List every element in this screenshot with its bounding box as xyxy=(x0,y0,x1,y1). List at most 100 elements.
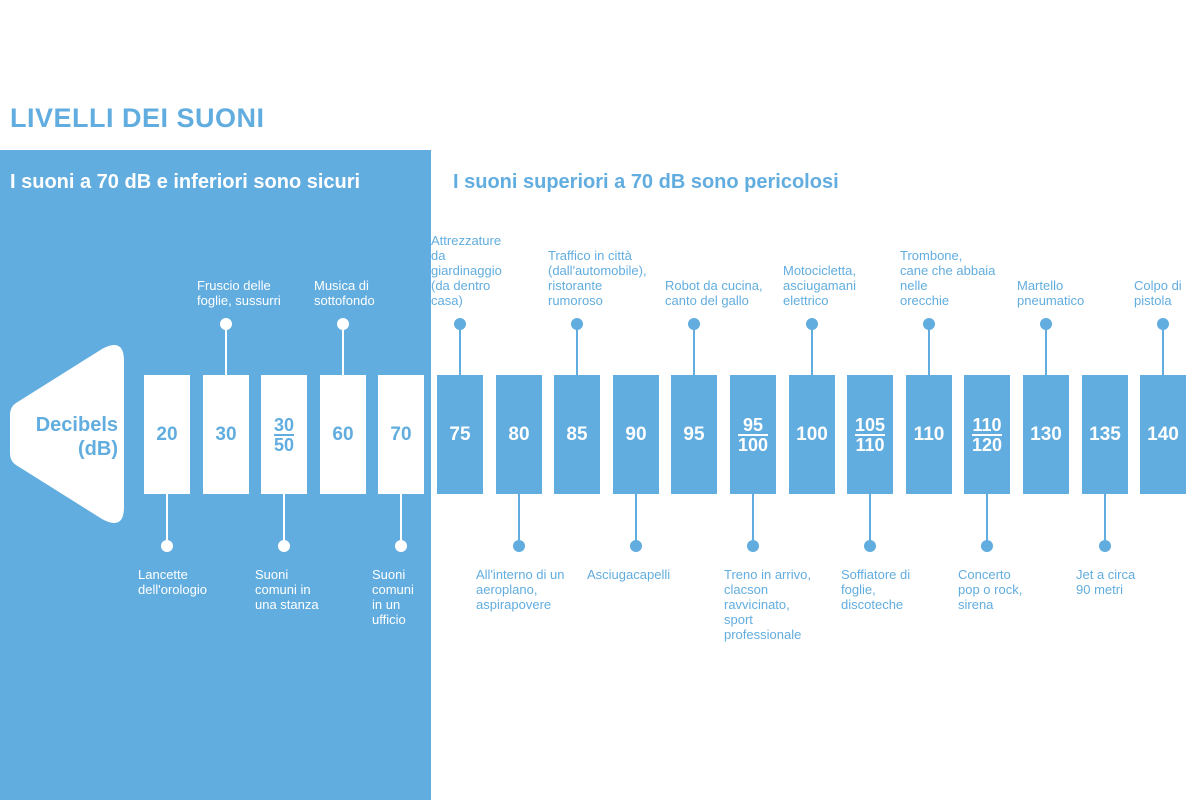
description-line: foglie, xyxy=(841,582,876,597)
level-value-upper: 120 xyxy=(971,433,1003,455)
level-box-3: 30 50 xyxy=(261,375,307,494)
level-box-7: 80 xyxy=(496,375,542,494)
description-line: Treno in arrivo, xyxy=(724,567,811,582)
level-description: All'interno di un aeroplano, aspirapovere xyxy=(476,567,596,612)
connector-dot xyxy=(395,540,407,552)
level-description: Concerto pop o rock, sirena xyxy=(958,567,1038,612)
description-line: elettrico xyxy=(783,293,829,308)
description-line: pistola xyxy=(1134,293,1172,308)
connector-dot xyxy=(1040,318,1052,330)
level-box-5: 70 xyxy=(378,375,424,494)
level-value: 100 xyxy=(796,423,828,445)
connector-dot xyxy=(161,540,173,552)
level-value: 85 xyxy=(566,423,588,445)
description-line: comuni in xyxy=(255,582,311,597)
connector-dot xyxy=(1157,318,1169,330)
level-description: Lancette dell'orologio xyxy=(138,567,228,597)
description-line: pneumatico xyxy=(1017,293,1085,308)
description-line: All'interno di un xyxy=(476,567,565,582)
description-line: 90 metri xyxy=(1076,582,1123,597)
connector-dot xyxy=(278,540,290,552)
level-value: 90 xyxy=(625,423,647,445)
connector-dot xyxy=(864,540,876,552)
level-box-9: 90 xyxy=(613,375,659,494)
level-value-upper: 110 xyxy=(855,433,885,455)
axis-label: Decibels (dB) xyxy=(18,413,118,461)
level-description: Trombone, cane che abbaia nelle orecchie xyxy=(900,248,1015,308)
connector-line xyxy=(693,324,695,375)
description-line: nelle xyxy=(900,278,928,293)
connector-line xyxy=(342,324,344,375)
axis-label-line1: Decibels xyxy=(35,414,118,436)
description-line: Robot da cucina, xyxy=(665,278,763,293)
description-line: aeroplano, xyxy=(476,582,538,597)
level-box-10: 95 xyxy=(671,375,717,494)
level-box-6: 75 xyxy=(437,375,483,494)
level-value: 80 xyxy=(508,423,530,445)
level-description: Musica di sottofondo xyxy=(314,278,399,308)
connector-dot xyxy=(630,540,642,552)
description-line: (da dentro xyxy=(431,278,491,293)
description-line: Motocicletta, xyxy=(783,263,856,278)
level-value: 60 xyxy=(332,423,354,445)
level-description: Jet a circa 90 metri xyxy=(1076,567,1156,597)
connector-line xyxy=(283,494,285,546)
axis-label-line2: (dB) xyxy=(78,438,118,460)
description-line: ravvicinato, xyxy=(724,597,790,612)
level-description: Attrezzature da giardinaggio (da dentro casa… xyxy=(431,233,521,308)
connector-line xyxy=(811,324,813,375)
connector-dot xyxy=(688,318,700,330)
description-line: sirena xyxy=(958,597,994,612)
connector-dot xyxy=(337,318,349,330)
level-box-12: 100 xyxy=(789,375,835,494)
description-line: in un xyxy=(372,597,401,612)
level-description: Suoni comuni in un ufficio xyxy=(372,567,432,627)
connector-line xyxy=(635,494,637,546)
connector-dot xyxy=(747,540,759,552)
description-line: Martello xyxy=(1017,278,1064,293)
description-line: aspirapovere xyxy=(476,597,552,612)
connector-dot xyxy=(806,318,818,330)
level-description: Asciugacapelli xyxy=(587,567,687,582)
level-value: 30 xyxy=(273,414,295,435)
level-value-upper: 100 xyxy=(737,433,769,455)
description-line: da xyxy=(431,248,446,263)
level-value: 30 xyxy=(215,423,237,445)
connector-line xyxy=(400,494,402,546)
connector-dot xyxy=(220,318,232,330)
connector-line xyxy=(576,324,578,375)
level-value: 110 xyxy=(972,414,1002,435)
description-line: rumoroso xyxy=(548,293,603,308)
description-line: ristorante xyxy=(548,278,603,293)
level-value: 135 xyxy=(1089,423,1121,445)
level-box-4: 60 xyxy=(320,375,366,494)
level-box-2: 30 xyxy=(203,375,249,494)
connector-line xyxy=(166,494,168,546)
description-line: Asciugacapelli xyxy=(587,567,671,582)
description-line: Trombone, xyxy=(900,248,963,263)
description-line: pop o rock, xyxy=(958,582,1023,597)
connector-line xyxy=(1104,494,1106,546)
level-description: Soffiatore di foglie, discoteche xyxy=(841,567,926,612)
description-line: Attrezzature xyxy=(431,233,502,248)
level-box-18: 140 xyxy=(1140,375,1186,494)
level-description: Suoni comuni in una stanza xyxy=(255,567,335,612)
description-line: una stanza xyxy=(255,597,319,612)
description-line: (dall'automobile), xyxy=(548,263,647,278)
description-line: Colpo di xyxy=(1134,278,1182,293)
description-line: asciugamani xyxy=(783,278,856,293)
description-line: Traffico in città xyxy=(548,248,632,263)
level-description: Colpo di pistola xyxy=(1134,278,1194,308)
description-line: ufficio xyxy=(372,612,406,627)
description-line: dell'orologio xyxy=(138,582,207,597)
description-line: Concerto xyxy=(958,567,1011,582)
level-description: Traffico in città (dall'automobile), risto… xyxy=(548,248,658,308)
level-description: Motocicletta, asciugamani elettrico xyxy=(783,263,873,308)
level-value: 95 xyxy=(683,423,705,445)
level-value: 140 xyxy=(1147,423,1179,445)
connector-dot xyxy=(513,540,525,552)
level-value: 20 xyxy=(156,423,178,445)
description-line: Fruscio delle xyxy=(197,278,271,293)
level-box-14: 110 xyxy=(906,375,952,494)
description-line: sport xyxy=(724,612,753,627)
